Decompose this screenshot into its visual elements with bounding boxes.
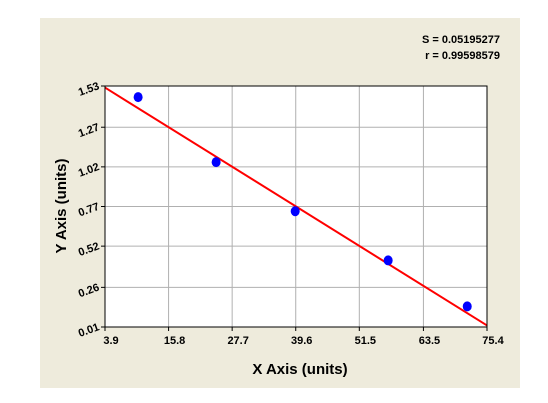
x-tick-label: 15.8 (164, 335, 185, 347)
x-tick-label: 75.4 (482, 335, 504, 347)
annotation: r = 0.99598579 (425, 50, 500, 62)
x-tick-label: 39.6 (291, 335, 312, 347)
point (462, 301, 472, 312)
marks (104, 86, 488, 327)
x-axis-title: X Axis (units) (252, 361, 347, 378)
point (133, 92, 143, 103)
x-tick-label: 63.5 (419, 335, 440, 347)
x-tick-label: 51.5 (355, 335, 376, 347)
point (211, 157, 221, 168)
y-axis-title: Y Axis (units) (53, 158, 70, 253)
point (290, 206, 300, 217)
x-tick-label: 27.7 (227, 335, 248, 347)
annotation: S = 0.05195277 (422, 34, 500, 46)
point (383, 255, 393, 266)
x-tick-label: 3.9 (103, 335, 118, 347)
